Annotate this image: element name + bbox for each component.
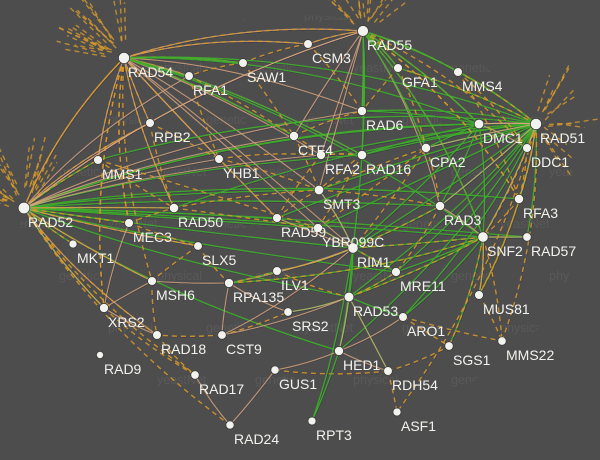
svg-text:genetic: genetic: [451, 373, 491, 387]
svg-text:genetic: genetic: [206, 113, 246, 127]
svg-text:genetic: genetic: [10, 321, 50, 335]
svg-text:genetic: genetic: [59, 373, 99, 387]
svg-text:physical: physical: [0, 373, 6, 387]
svg-text:physical: physical: [549, 61, 594, 75]
svg-text:yeastNet: yeastNet: [0, 61, 11, 75]
svg-text:genetic: genetic: [451, 269, 491, 283]
svg-text:yeastNet: yeastNet: [0, 269, 11, 283]
svg-text:genetic: genetic: [402, 9, 442, 23]
svg-text:yeastNet: yeastNet: [500, 9, 550, 23]
svg-text:yeastNet: yeastNet: [108, 425, 158, 439]
svg-text:genetic: genetic: [10, 113, 50, 127]
svg-text:genetic: genetic: [10, 425, 50, 439]
svg-text:yeastNet: yeastNet: [549, 373, 599, 387]
svg-text:physical: physical: [157, 269, 202, 283]
svg-text:yeastNet: yeastNet: [500, 425, 550, 439]
svg-text:genetic: genetic: [10, 9, 50, 23]
svg-text:genetic: genetic: [59, 61, 99, 75]
svg-text:genetic: genetic: [206, 9, 246, 23]
svg-text:physical: physical: [549, 269, 594, 283]
